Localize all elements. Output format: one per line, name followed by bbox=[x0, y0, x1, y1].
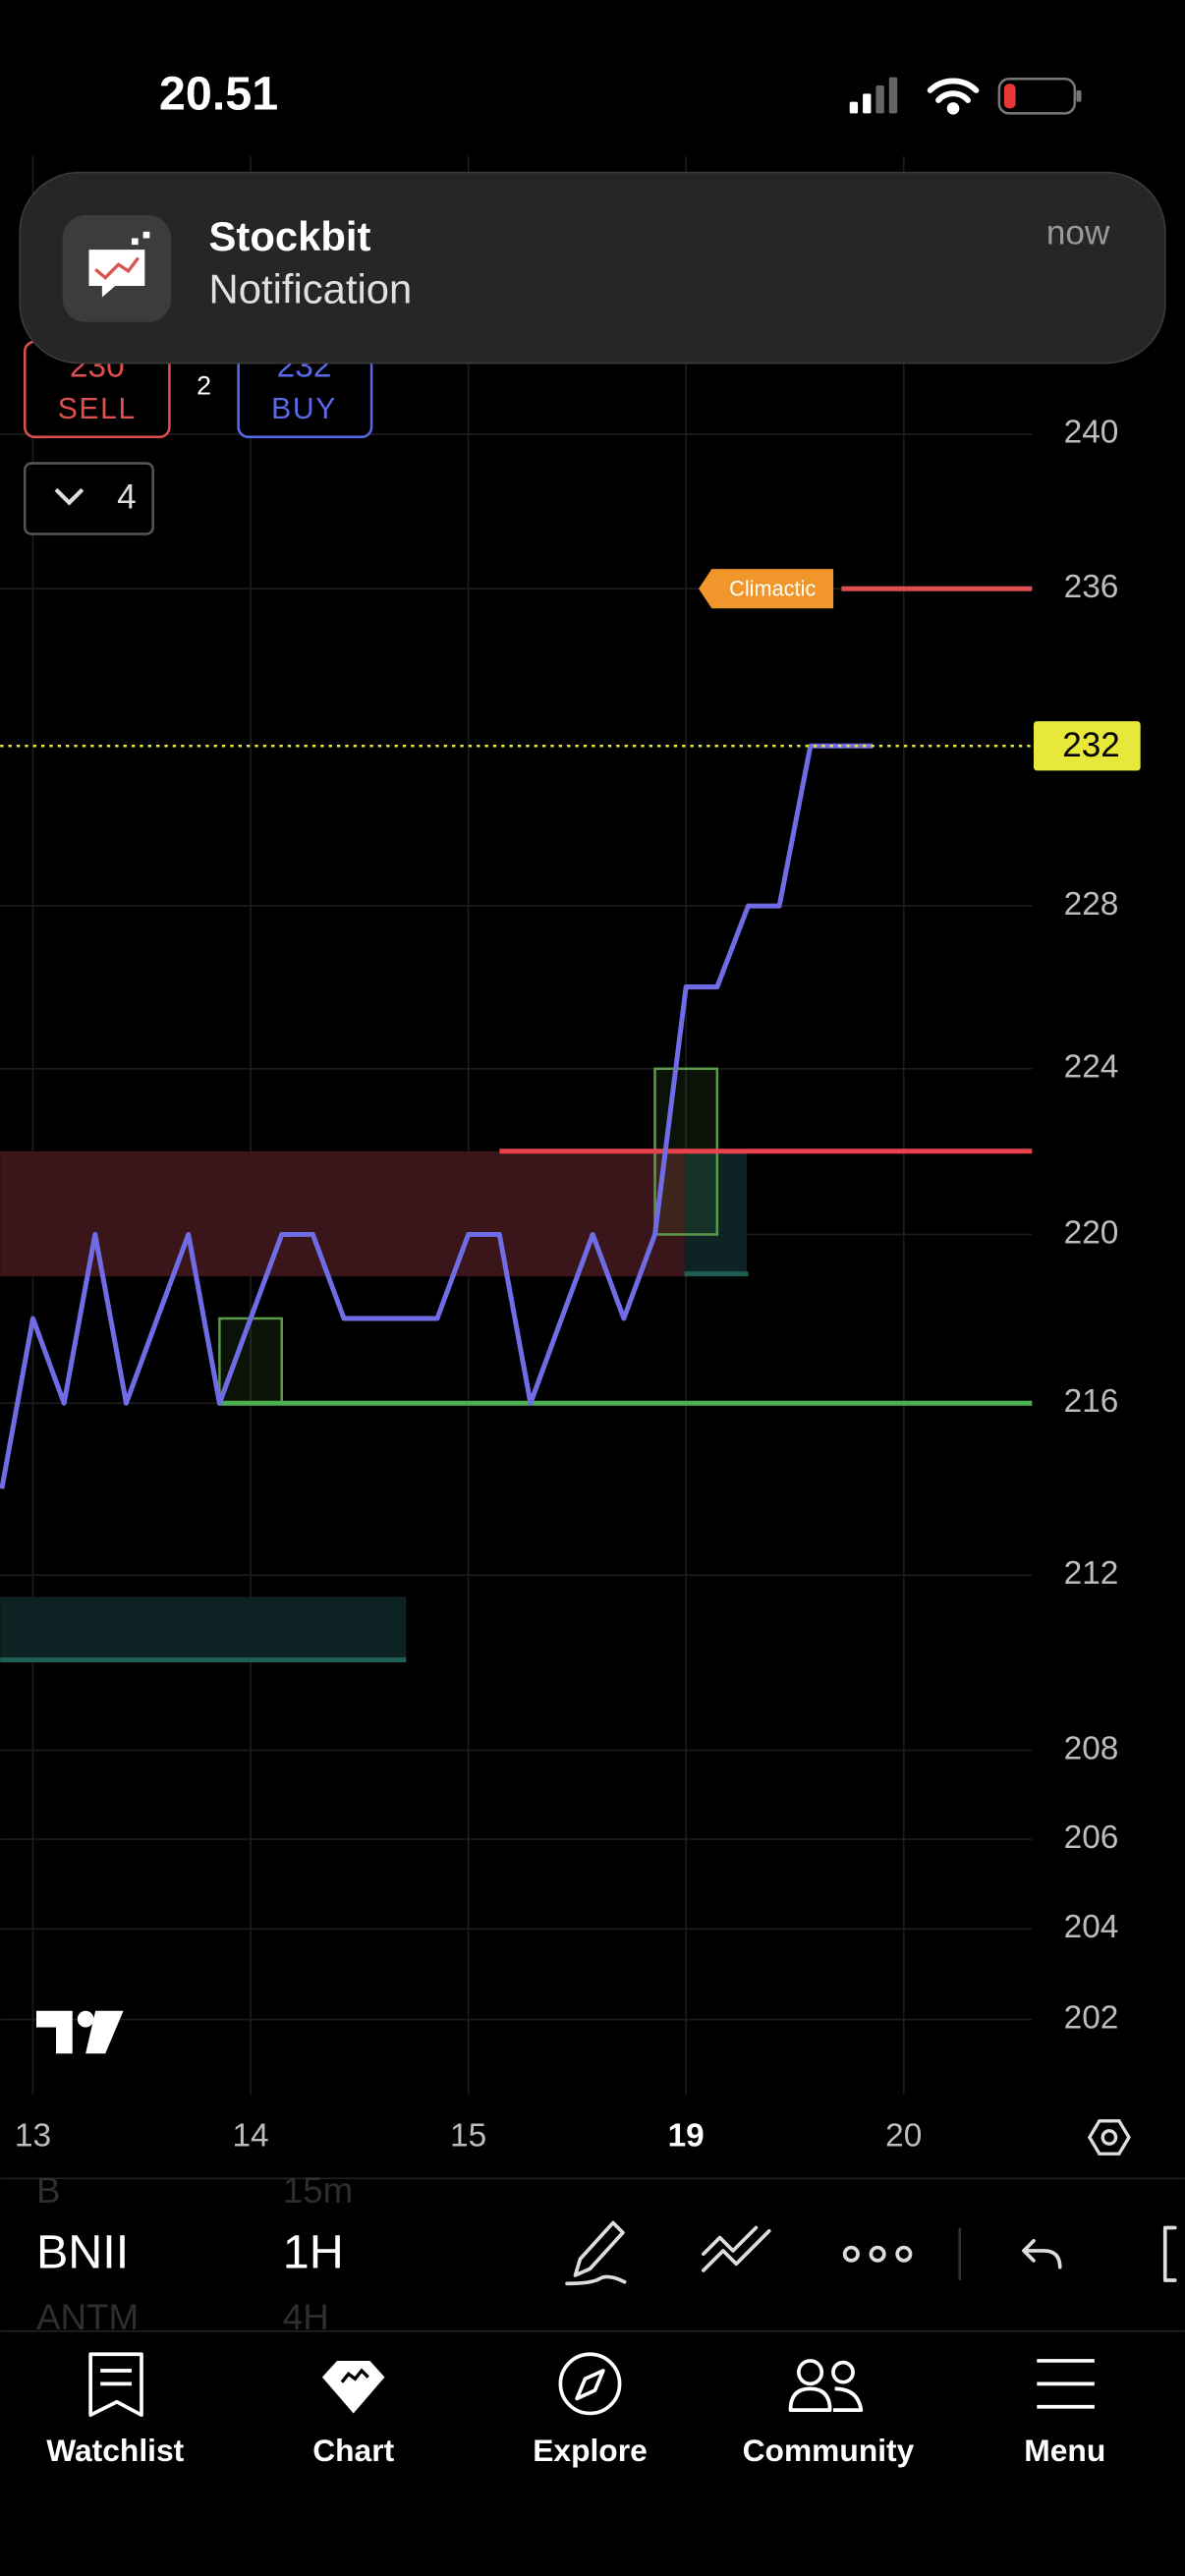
notification-card[interactable] bbox=[19, 171, 1166, 364]
app-icon-bubble bbox=[88, 250, 145, 298]
tv-logo bbox=[35, 2010, 124, 2054]
notification[interactable]: Stockbit Notification now bbox=[19, 171, 1166, 364]
chevron-icon bbox=[54, 487, 85, 506]
y-tick-label: 208 bbox=[1064, 1730, 1119, 1766]
nav-label[interactable]: Community bbox=[743, 2433, 915, 2468]
chart-icon[interactable] bbox=[321, 2360, 385, 2414]
nav-label[interactable]: Chart bbox=[312, 2433, 394, 2468]
y-tick-label: 204 bbox=[1064, 1909, 1119, 1945]
notification-app: Stockbit bbox=[209, 213, 371, 259]
community-icon[interactable] bbox=[797, 2359, 824, 2386]
nav-label[interactable]: Watchlist bbox=[46, 2433, 184, 2468]
community-icon[interactable] bbox=[788, 2386, 864, 2412]
y-tick-label: 240 bbox=[1064, 415, 1119, 451]
more-icon[interactable] bbox=[895, 2245, 913, 2263]
x-tick-label: 15 bbox=[450, 2117, 486, 2154]
battery-icon bbox=[997, 78, 1077, 115]
notification-text: Notification bbox=[209, 266, 413, 312]
x-tick-label: 19 bbox=[668, 2117, 705, 2154]
spread: 2 bbox=[197, 371, 211, 401]
last-price-box bbox=[1033, 721, 1141, 771]
range-box bbox=[218, 1316, 283, 1405]
chart-icon-mark bbox=[340, 2368, 369, 2383]
more-icon[interactable] bbox=[842, 2245, 860, 2263]
explore-icon[interactable] bbox=[558, 2352, 622, 2416]
nav-label[interactable]: Explore bbox=[533, 2433, 648, 2468]
y-tick-label: 224 bbox=[1064, 1049, 1119, 1086]
collapse-count: 4 bbox=[117, 478, 137, 517]
battery-cap bbox=[1076, 89, 1082, 102]
settings-icon[interactable] bbox=[1087, 2119, 1131, 2156]
zone bbox=[684, 1150, 747, 1277]
interval[interactable]: 1H bbox=[283, 2226, 344, 2279]
order-buttons: 230 SELL 2 232 BUY 4 bbox=[24, 340, 373, 535]
app-icon-dot bbox=[131, 238, 139, 246]
wifi-icon bbox=[927, 78, 980, 115]
app-icon-dot bbox=[142, 231, 150, 239]
symbol[interactable]: BNII bbox=[36, 2226, 129, 2279]
x-tick-label: 20 bbox=[885, 2117, 922, 2154]
undo-icon[interactable] bbox=[1022, 2239, 1062, 2269]
y-tick-label: 216 bbox=[1064, 1383, 1119, 1420]
notification-time: now bbox=[1046, 213, 1110, 252]
zone bbox=[0, 1150, 687, 1277]
price-line bbox=[0, 743, 874, 1489]
x-tick-label: 14 bbox=[232, 2117, 268, 2154]
fullscreen-icon[interactable] bbox=[1162, 2225, 1177, 2282]
more-icon[interactable] bbox=[869, 2245, 886, 2263]
watchlist-icon[interactable] bbox=[88, 2352, 143, 2417]
explore-needle bbox=[575, 2369, 605, 2401]
battery-level bbox=[1003, 84, 1016, 109]
menu-icon[interactable] bbox=[1037, 2359, 1095, 2409]
y-tick-label: 212 bbox=[1064, 1555, 1119, 1592]
status-bar: 20.51 bbox=[159, 67, 1082, 120]
app-icon-mark bbox=[94, 256, 140, 280]
y-tick-label: 206 bbox=[1064, 1820, 1119, 1856]
nav-label[interactable]: Menu bbox=[1024, 2433, 1105, 2468]
zone bbox=[0, 1596, 407, 1662]
y-tick-label: 228 bbox=[1064, 886, 1119, 923]
community-icon[interactable] bbox=[831, 2360, 855, 2384]
toolbar: B 15m BNII 1H ANTM 4H bbox=[0, 2170, 1185, 2337]
x-tick-label: 13 bbox=[15, 2117, 51, 2154]
collapse-button[interactable] bbox=[24, 462, 154, 535]
sell-label: SELL bbox=[58, 393, 137, 425]
bottom-nav: Watchlist Chart Explore Community Menu bbox=[46, 2352, 1105, 2468]
level-label: Climactic bbox=[729, 577, 816, 601]
trend-icon[interactable] bbox=[702, 2225, 771, 2272]
signal-icon bbox=[849, 77, 898, 114]
y-tick-label: 202 bbox=[1064, 1999, 1119, 2036]
last-price-label: 232 bbox=[1062, 726, 1120, 764]
level-label-box bbox=[698, 569, 834, 609]
symbol-option: B bbox=[36, 2170, 61, 2211]
y-tick-label: 220 bbox=[1064, 1214, 1119, 1251]
time: 20.51 bbox=[159, 67, 278, 120]
y-tick-label: 236 bbox=[1064, 569, 1119, 605]
draw-icon[interactable] bbox=[565, 2220, 627, 2286]
interval-option: 15m bbox=[283, 2170, 354, 2211]
buy-label: BUY bbox=[271, 393, 337, 425]
